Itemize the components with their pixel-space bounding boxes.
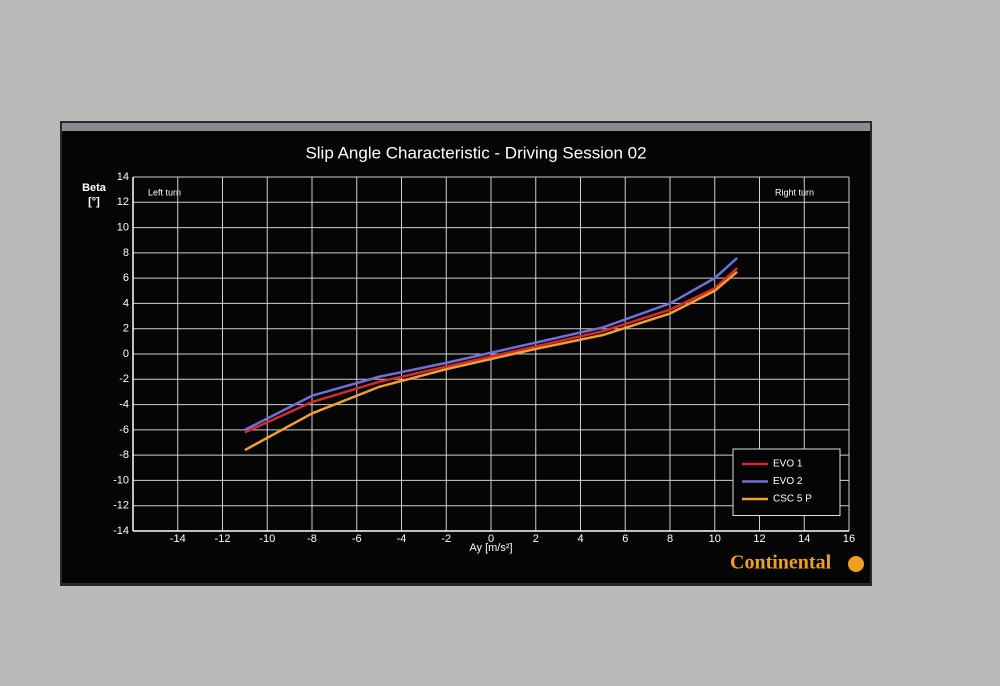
x-tick-label: -2 bbox=[441, 533, 451, 545]
chart-title: Slip Angle Characteristic - Driving Sess… bbox=[305, 143, 646, 162]
y-tick-label: 12 bbox=[117, 196, 129, 208]
series-line bbox=[244, 267, 738, 434]
y-tick-label: 4 bbox=[123, 297, 129, 309]
x-tick-label: -10 bbox=[259, 533, 275, 545]
annotation: Left turn bbox=[148, 187, 181, 197]
x-tick-label: 16 bbox=[843, 533, 855, 545]
x-tick-label: -12 bbox=[215, 533, 231, 545]
annotation: Right turn bbox=[775, 187, 814, 197]
x-tick-label: -4 bbox=[397, 533, 407, 545]
y-tick-label: 0 bbox=[123, 348, 129, 360]
x-tick-label: 14 bbox=[798, 533, 810, 545]
legend-label: CSC 5 P bbox=[773, 494, 812, 505]
window-titlebar bbox=[62, 123, 870, 131]
y-axis-unit: [°] bbox=[88, 196, 100, 208]
logo-emblem bbox=[848, 556, 864, 572]
y-axis-label: Beta bbox=[82, 182, 107, 194]
x-axis-label: Ay [m/s²] bbox=[469, 542, 512, 554]
y-tick-label: 6 bbox=[123, 272, 129, 284]
x-tick-label: 2 bbox=[533, 533, 539, 545]
logo: Continental bbox=[730, 552, 832, 574]
x-tick-label: -6 bbox=[352, 533, 362, 545]
legend-label: EVO 1 bbox=[773, 459, 803, 470]
legend-box bbox=[732, 448, 841, 516]
x-tick-label: -8 bbox=[307, 533, 317, 545]
x-tick-label: 0 bbox=[488, 533, 494, 545]
x-tick-label: 6 bbox=[622, 533, 628, 545]
y-tick-label: -12 bbox=[113, 500, 129, 512]
y-tick-label: -6 bbox=[119, 424, 129, 436]
y-tick-label: 14 bbox=[117, 171, 129, 183]
y-tick-label: -8 bbox=[119, 449, 129, 461]
y-tick-label: 10 bbox=[117, 221, 129, 233]
legend-label: EVO 2 bbox=[773, 476, 803, 487]
x-tick-label: -14 bbox=[170, 533, 186, 545]
y-tick-label: -10 bbox=[113, 474, 129, 486]
y-tick-label: 2 bbox=[123, 323, 129, 335]
x-tick-label: 12 bbox=[753, 533, 765, 545]
y-tick-label: 8 bbox=[123, 247, 129, 259]
x-tick-label: 4 bbox=[577, 533, 583, 545]
y-tick-label: -4 bbox=[119, 398, 129, 410]
series-line bbox=[244, 270, 738, 452]
x-tick-label: 10 bbox=[709, 533, 721, 545]
series-line bbox=[244, 256, 738, 431]
x-tick-label: 8 bbox=[667, 533, 673, 545]
y-tick-label: -2 bbox=[119, 373, 129, 385]
y-tick-label: -14 bbox=[113, 525, 129, 537]
